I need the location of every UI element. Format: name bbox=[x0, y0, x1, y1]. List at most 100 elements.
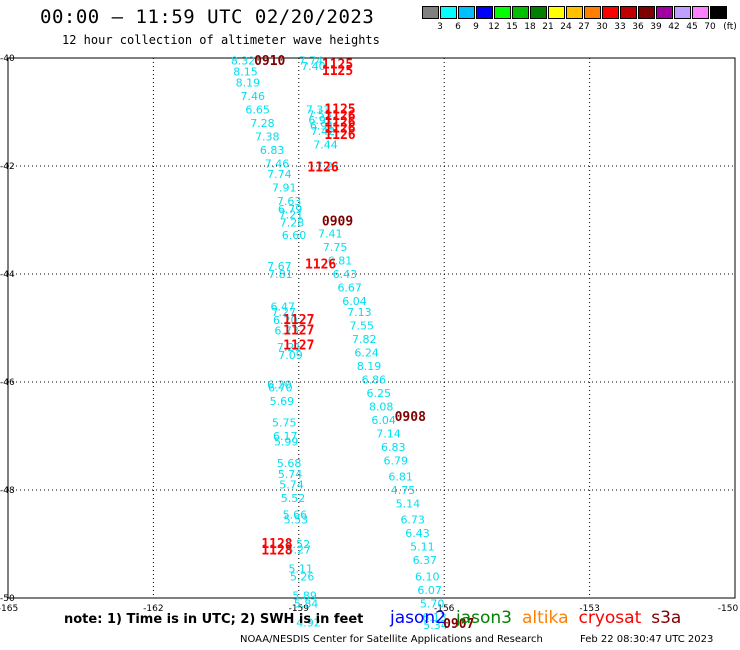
plot-frame bbox=[7, 57, 736, 599]
x-tick-label: -150 bbox=[718, 604, 739, 614]
wave-height-point: 7.82 bbox=[352, 333, 377, 346]
wave-height-point: 6.67 bbox=[337, 282, 362, 295]
axis-ticks: -165 -162 -159 -156 -153 -150 -40 -42 -44 -46 -48 -… bbox=[0, 54, 738, 614]
colorbar-label: 9 bbox=[473, 22, 479, 32]
wave-height-point: 5.11 bbox=[288, 562, 313, 575]
time-label: 0907 bbox=[443, 617, 474, 632]
colorbar-swatch bbox=[620, 6, 637, 19]
x-tick-label: -156 bbox=[434, 604, 455, 614]
colorbar-swatch bbox=[566, 6, 583, 19]
wave-height-point: 7.14 bbox=[376, 427, 401, 440]
wave-height-point: 6.17 bbox=[273, 430, 298, 443]
legend-entry-jason2: jason2 bbox=[390, 608, 446, 628]
wave-height-point: 4.92 bbox=[296, 616, 321, 629]
x-tick-label: -153 bbox=[579, 604, 599, 614]
legend-entry-cryosat: cryosat bbox=[578, 608, 642, 628]
chart-subtitle: 12 hour collection of altimeter wave hei… bbox=[62, 33, 380, 47]
time-label: 1125 bbox=[324, 102, 355, 117]
x-tick-label: -162 bbox=[143, 604, 163, 614]
wave-height-point: 7.42 bbox=[311, 125, 336, 138]
colorbar-label: 33 bbox=[614, 22, 626, 32]
wave-height-point: 6.43 bbox=[405, 527, 430, 540]
y-tick-label: -44 bbox=[0, 270, 15, 280]
time-label: 1126 bbox=[324, 115, 355, 130]
wave-height-point: 5.69 bbox=[270, 395, 295, 408]
y-tick-label: -40 bbox=[0, 54, 15, 64]
time-label: 1127 bbox=[283, 313, 314, 328]
wave-height-point: 7.63 bbox=[277, 195, 302, 208]
time-label: 1126 bbox=[324, 109, 355, 124]
colorbar-label: 27 bbox=[578, 22, 590, 32]
legend-entry-altika: altika bbox=[522, 608, 569, 628]
colorbar-swatch bbox=[692, 6, 709, 19]
colorbar-swatch bbox=[494, 6, 511, 19]
wave-height-point: 5.14 bbox=[396, 498, 421, 511]
wave-height-point: 7.28 bbox=[280, 217, 305, 230]
wave-height-point: 8.15 bbox=[233, 66, 258, 79]
wave-height-point: 5.52 bbox=[281, 492, 306, 505]
wave-height-point: 8.32 bbox=[231, 55, 256, 68]
colorbar-label: 39 bbox=[650, 22, 662, 32]
wave-height-point: 8.19 bbox=[357, 360, 382, 373]
colorbar-unit: (ft) bbox=[723, 22, 737, 32]
wave-height-point: 6.79 bbox=[383, 454, 408, 467]
wave-height-point: 6.04 bbox=[342, 295, 367, 308]
colorbar-label: 6 bbox=[455, 22, 461, 32]
colorbar-label: 21 bbox=[542, 22, 554, 32]
wave-height-point: 7.27 bbox=[272, 306, 297, 319]
colorbar-swatch bbox=[422, 6, 439, 19]
y-tick-label: -42 bbox=[0, 162, 15, 172]
wave-height-point: 6.73 bbox=[274, 325, 299, 338]
wave-height-point: 5.75 bbox=[272, 417, 297, 430]
wave-height-point: 7.55 bbox=[350, 319, 375, 332]
colorbar-swatch bbox=[512, 6, 529, 19]
wave-height-point: 5.89 bbox=[292, 589, 317, 602]
time-label: 1128 bbox=[261, 543, 292, 558]
wave-height-point: 6.13 bbox=[422, 611, 447, 624]
colorbar-swatch bbox=[530, 6, 547, 19]
wave-height-point: 5.27 bbox=[287, 543, 312, 556]
colorbar-label: 70 bbox=[704, 22, 716, 32]
data-marks: 8.328.158.197.466.657.287.386.837.467.74… bbox=[231, 54, 475, 632]
wave-height-point: 6.07 bbox=[417, 584, 442, 597]
wave-height-point: 5.74 bbox=[279, 479, 304, 492]
wave-height-point: 8.08 bbox=[369, 400, 394, 413]
wave-height-point: 5.34 bbox=[423, 619, 448, 632]
x-tick-label: -165 bbox=[0, 604, 18, 614]
colorbar-label: 45 bbox=[686, 22, 698, 32]
wave-height-point: 6.86 bbox=[362, 373, 387, 386]
wave-height-point: 6.91 bbox=[310, 120, 335, 133]
wave-height-point: 6.81 bbox=[388, 471, 413, 484]
wave-height-point: 6.20 bbox=[273, 314, 298, 327]
time-label: 1126 bbox=[307, 161, 338, 176]
wave-height-point: 7.41 bbox=[318, 228, 343, 241]
wave-height-point: 5.99 bbox=[274, 435, 299, 448]
wave-height-point: 7.74 bbox=[267, 168, 292, 181]
wave-height-point: 6.47 bbox=[271, 300, 296, 313]
wave-height-point: 6.25 bbox=[367, 387, 392, 400]
footnote: note: 1) Time is in UTC; 2) SWH is in fe… bbox=[64, 612, 364, 627]
wave-height-point: 7.44 bbox=[313, 138, 338, 151]
time-label: 1125 bbox=[322, 64, 353, 79]
time-label: 1127 bbox=[283, 338, 314, 353]
time-label: 0909 bbox=[322, 215, 353, 230]
legend-entry-s3a: s3a bbox=[651, 608, 682, 628]
time-label: 1125 bbox=[322, 57, 353, 72]
wave-height-point: 7.09 bbox=[278, 349, 303, 362]
wave-height-point: 4.75 bbox=[391, 484, 416, 497]
wave-height-point: 7.75 bbox=[323, 241, 348, 254]
time-label: 1127 bbox=[283, 324, 314, 339]
wave-height-point: 5.11 bbox=[410, 541, 435, 554]
credit-text: NOAA/NESDIS Center for Satellite Applica… bbox=[240, 634, 543, 645]
colorbar-label: 36 bbox=[632, 22, 644, 32]
wave-height-point: 7.46 bbox=[241, 90, 266, 103]
time-label: 1126 bbox=[305, 257, 336, 272]
wave-height-point: 7.81 bbox=[268, 268, 293, 281]
generated-timestamp: Feb 22 08:30:47 UTC 2023 bbox=[580, 634, 714, 645]
wave-height-point: 7.40 bbox=[301, 60, 326, 73]
wave-height-point: 7.28 bbox=[250, 117, 275, 130]
wave-height-point: 5.84 bbox=[294, 597, 319, 610]
colorbar-label: 18 bbox=[524, 22, 536, 32]
wave-height-point: 7.33 bbox=[306, 103, 331, 116]
wave-height-point: 8.19 bbox=[236, 76, 261, 89]
